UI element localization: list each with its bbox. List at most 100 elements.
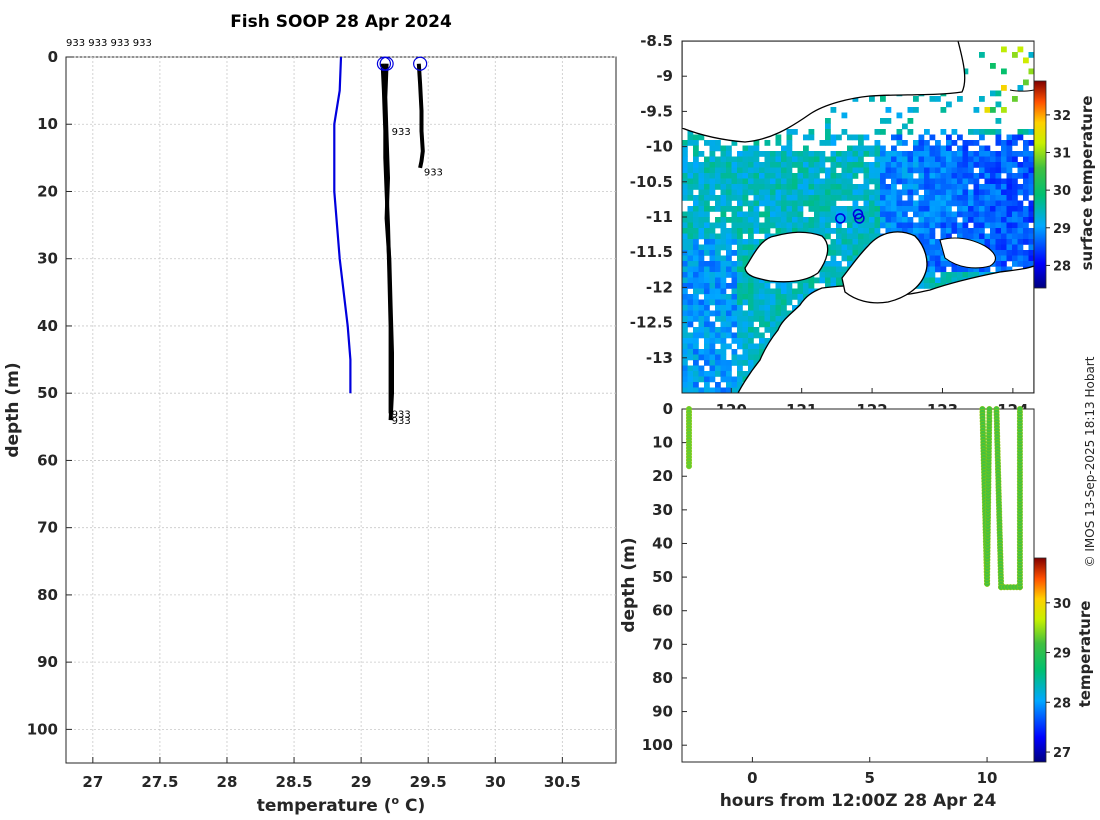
- sst-cell: [737, 365, 743, 372]
- sst-cell: [830, 277, 837, 284]
- sst-cell: [1028, 239, 1034, 245]
- sst-cell: [759, 283, 765, 289]
- sst-cell: [819, 189, 826, 196]
- sst-cell: [935, 167, 941, 174]
- sst-cell: [737, 288, 743, 295]
- sst-cell: [803, 162, 809, 168]
- sst-cell: [1028, 250, 1034, 256]
- sst-cell: [687, 387, 694, 393]
- sst-cell: [869, 195, 875, 201]
- sst-cell: [946, 206, 952, 212]
- sst-cell: [737, 310, 743, 317]
- sst-cell: [693, 134, 699, 141]
- sst-cell: [687, 233, 694, 240]
- sst-cell: [935, 239, 941, 245]
- sst-cell: [995, 151, 1002, 157]
- sst-cell: [737, 173, 743, 179]
- sst-cell: [957, 184, 963, 190]
- sst-cell: [687, 272, 694, 278]
- start-marker: [413, 56, 428, 71]
- sst-cell: [753, 277, 760, 284]
- sst-cell: [715, 283, 721, 289]
- sst-cell: [748, 162, 754, 168]
- sst-cell: [786, 184, 793, 190]
- sst-cell: [781, 288, 787, 295]
- sst-cell: [726, 250, 732, 256]
- sst-cell: [825, 173, 831, 179]
- timeline-x-tick-label: 10: [977, 769, 998, 787]
- sst-cell: [858, 145, 864, 152]
- sst-cell: [880, 118, 886, 124]
- sst-cell: [1028, 200, 1034, 207]
- sst-cell: [797, 228, 804, 234]
- sst-cell: [990, 162, 996, 168]
- sst-cell: [940, 167, 947, 174]
- sst-cell: [687, 299, 694, 306]
- sst-cell: [704, 222, 710, 229]
- sst-cell: [797, 299, 804, 306]
- sst-cell: [781, 178, 787, 185]
- sst-cell: [731, 277, 738, 284]
- sst-cell: [1006, 206, 1013, 212]
- sst-cell: [726, 360, 732, 366]
- sst-cell: [940, 173, 947, 179]
- sst-cell: [709, 222, 716, 229]
- sst-cell: [687, 316, 694, 322]
- sst-cell: [984, 162, 991, 168]
- sst-cell: [819, 195, 826, 201]
- sst-cell: [803, 145, 809, 152]
- sst-cell: [825, 222, 831, 229]
- sst-cell: [737, 283, 743, 289]
- sst-cell: [869, 162, 875, 168]
- sst-cell: [951, 178, 958, 185]
- sst-cell: [1001, 46, 1007, 53]
- sst-cell: [891, 145, 897, 152]
- sst-cell: [929, 222, 936, 229]
- sst-cell: [951, 217, 958, 223]
- sst-cell: [709, 272, 716, 278]
- sst-cell: [957, 173, 963, 179]
- sst-cell: [940, 145, 947, 152]
- profile-series: [333, 56, 425, 421]
- sst-cell: [797, 288, 804, 295]
- sst-cell: [693, 200, 699, 207]
- sst-cell: [924, 233, 930, 240]
- sst-cell: [1012, 250, 1018, 256]
- sst-cell: [720, 321, 727, 328]
- sst-cell: [720, 294, 727, 300]
- sst-cell: [918, 217, 925, 223]
- sst-cell: [704, 140, 710, 146]
- timeline-colorbar-tick-label: 30: [1053, 597, 1071, 612]
- sst-cell: [830, 272, 837, 278]
- sst-cell: [753, 244, 760, 251]
- sst-cell: [885, 228, 892, 234]
- sst-cell: [935, 211, 941, 218]
- sst-cell: [687, 321, 694, 328]
- sst-cell: [737, 327, 743, 333]
- sst-cell: [737, 217, 743, 223]
- sst-cell: [693, 178, 699, 185]
- sst-cell: [836, 277, 842, 284]
- sst-cell: [946, 217, 952, 223]
- sst-cell: [803, 167, 809, 174]
- sst-cell: [764, 156, 771, 163]
- sst-cell: [1001, 107, 1007, 113]
- timeline-y-tick-label: 100: [642, 736, 673, 754]
- sst-cell: [880, 184, 886, 190]
- sst-cell: [797, 195, 804, 201]
- sst-cell: [990, 206, 996, 212]
- map-markers: [835, 208, 865, 224]
- sst-cell: [770, 195, 776, 201]
- sst-cell: [852, 222, 859, 229]
- sst-cell: [715, 206, 721, 212]
- sst-cell: [896, 129, 903, 135]
- sst-cell: [737, 316, 743, 322]
- sst-cell: [693, 255, 699, 262]
- sst-cell: [775, 228, 782, 234]
- sst-cell: [880, 167, 886, 174]
- sst-cell: [1012, 189, 1018, 196]
- sst-cell: [731, 332, 738, 339]
- sst-cell: [1012, 134, 1018, 141]
- sst-cell: [764, 299, 771, 306]
- sst-cell: [1023, 151, 1029, 157]
